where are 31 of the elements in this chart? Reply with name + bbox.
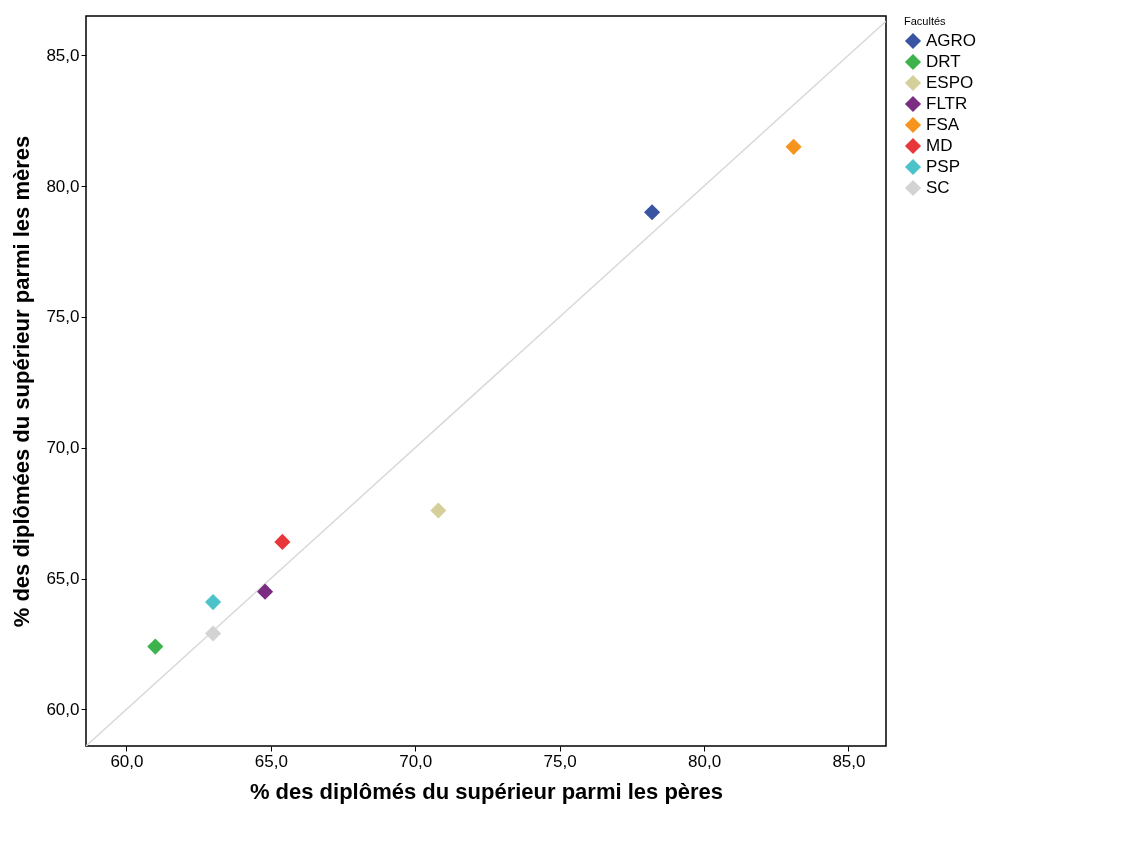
point <box>644 204 661 221</box>
point <box>205 594 222 611</box>
y-tick-label: 60,0 <box>46 699 80 719</box>
legend-label: ESPO <box>926 73 974 92</box>
legend-label: AGRO <box>926 31 977 50</box>
y-tick-label: 70,0 <box>46 438 80 458</box>
point <box>205 625 222 642</box>
x-tick-label: 85,0 <box>832 751 866 771</box>
x-tick-label: 65,0 <box>254 751 288 771</box>
point <box>147 638 164 655</box>
x-tick-label: 70,0 <box>399 751 433 771</box>
y-tick-label: 75,0 <box>46 307 80 327</box>
x-axis-title: % des diplômés du supérieur parmi les pères <box>249 778 724 804</box>
x-tick-label: 75,0 <box>543 751 577 771</box>
y-tick-label: 85,0 <box>46 45 80 65</box>
x-tick-label: 80,0 <box>688 751 722 771</box>
y-tick-label: 80,0 <box>46 176 80 196</box>
point <box>785 138 802 155</box>
legend-label: PSP <box>926 157 961 176</box>
legend-label: DRT <box>926 52 961 71</box>
legend-label: FLTR <box>926 94 968 113</box>
point <box>257 583 274 600</box>
legend-label: MD <box>926 136 953 155</box>
y-axis-title: % des diplômées du supérieur parmi les mères <box>9 135 35 628</box>
x-tick-label: 60,0 <box>110 751 144 771</box>
legend-label: SC <box>926 178 950 197</box>
point <box>274 533 291 550</box>
legend-title: Facultés <box>904 15 947 27</box>
y-tick-label: 65,0 <box>46 569 80 589</box>
point <box>430 502 447 519</box>
legend-label: FSA <box>926 115 960 134</box>
